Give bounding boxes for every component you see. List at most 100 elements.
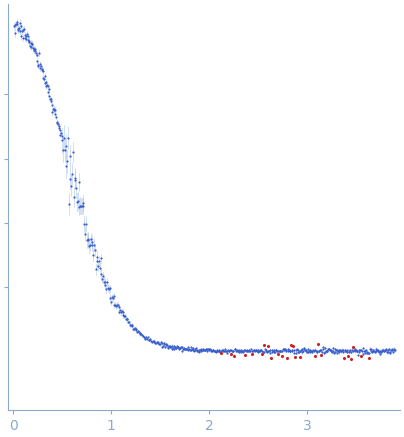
Point	[29, 41, 35, 48]
Point	[249, 347, 255, 354]
Point	[185, 344, 191, 351]
Point	[260, 341, 267, 348]
Point	[124, 315, 131, 322]
Point	[330, 348, 337, 355]
Point	[375, 348, 381, 355]
Point	[310, 347, 316, 354]
Point	[133, 326, 140, 333]
Point	[268, 347, 275, 354]
Point	[154, 339, 161, 346]
Point	[103, 285, 109, 292]
Point	[331, 349, 337, 356]
Point	[89, 241, 96, 248]
Point	[244, 347, 251, 354]
Point	[125, 318, 132, 325]
Point	[18, 23, 24, 30]
Point	[204, 348, 210, 355]
Point	[216, 347, 223, 354]
Point	[36, 61, 43, 68]
Point	[193, 345, 199, 352]
Point	[231, 352, 237, 359]
Point	[364, 349, 371, 356]
Point	[229, 348, 235, 355]
Point	[380, 347, 387, 354]
Point	[195, 347, 201, 354]
Point	[79, 202, 85, 209]
Point	[299, 345, 305, 352]
Point	[138, 331, 145, 338]
Point	[379, 347, 385, 354]
Point	[336, 349, 343, 356]
Point	[304, 348, 310, 355]
Point	[192, 347, 198, 354]
Point	[307, 347, 313, 354]
Point	[279, 347, 286, 354]
Point	[137, 331, 144, 338]
Point	[118, 309, 124, 316]
Point	[116, 308, 122, 315]
Point	[84, 237, 91, 244]
Point	[12, 30, 18, 37]
Point	[207, 346, 213, 353]
Point	[185, 346, 192, 353]
Point	[53, 113, 59, 120]
Point	[246, 348, 252, 355]
Point	[351, 347, 357, 354]
Point	[61, 134, 67, 141]
Point	[386, 346, 392, 353]
Point	[93, 266, 99, 273]
Point	[223, 349, 230, 356]
Point	[157, 341, 163, 348]
Point	[385, 348, 391, 355]
Point	[223, 347, 229, 354]
Point	[350, 347, 357, 354]
Point	[343, 348, 350, 355]
Point	[50, 105, 57, 112]
Point	[72, 176, 79, 183]
Point	[83, 220, 89, 227]
Point	[286, 347, 293, 354]
Point	[161, 340, 168, 347]
Point	[276, 348, 282, 355]
Point	[147, 336, 154, 343]
Point	[159, 343, 166, 350]
Point	[182, 346, 188, 353]
Point	[328, 347, 335, 354]
Point	[316, 348, 322, 355]
Point	[169, 345, 176, 352]
Point	[88, 238, 95, 245]
Point	[203, 346, 210, 353]
Point	[324, 347, 330, 354]
Point	[272, 348, 278, 355]
Point	[240, 348, 246, 355]
Point	[97, 255, 104, 262]
Point	[57, 127, 63, 134]
Point	[96, 257, 102, 264]
Point	[359, 348, 365, 355]
Point	[380, 346, 386, 353]
Point	[205, 346, 211, 353]
Point	[122, 316, 129, 323]
Point	[28, 43, 34, 50]
Point	[66, 152, 73, 159]
Point	[199, 347, 205, 354]
Point	[284, 347, 291, 354]
Point	[13, 21, 19, 28]
Point	[274, 348, 280, 355]
Point	[14, 18, 21, 25]
Point	[345, 352, 351, 359]
Point	[21, 31, 28, 38]
Point	[242, 346, 248, 353]
Point	[119, 308, 126, 315]
Point	[235, 347, 241, 354]
Point	[35, 62, 41, 69]
Point	[99, 275, 105, 282]
Point	[311, 353, 318, 360]
Point	[337, 347, 344, 354]
Point	[172, 343, 178, 350]
Point	[166, 342, 172, 349]
Point	[197, 346, 204, 353]
Point	[25, 37, 32, 44]
Point	[321, 345, 328, 352]
Point	[372, 348, 378, 355]
